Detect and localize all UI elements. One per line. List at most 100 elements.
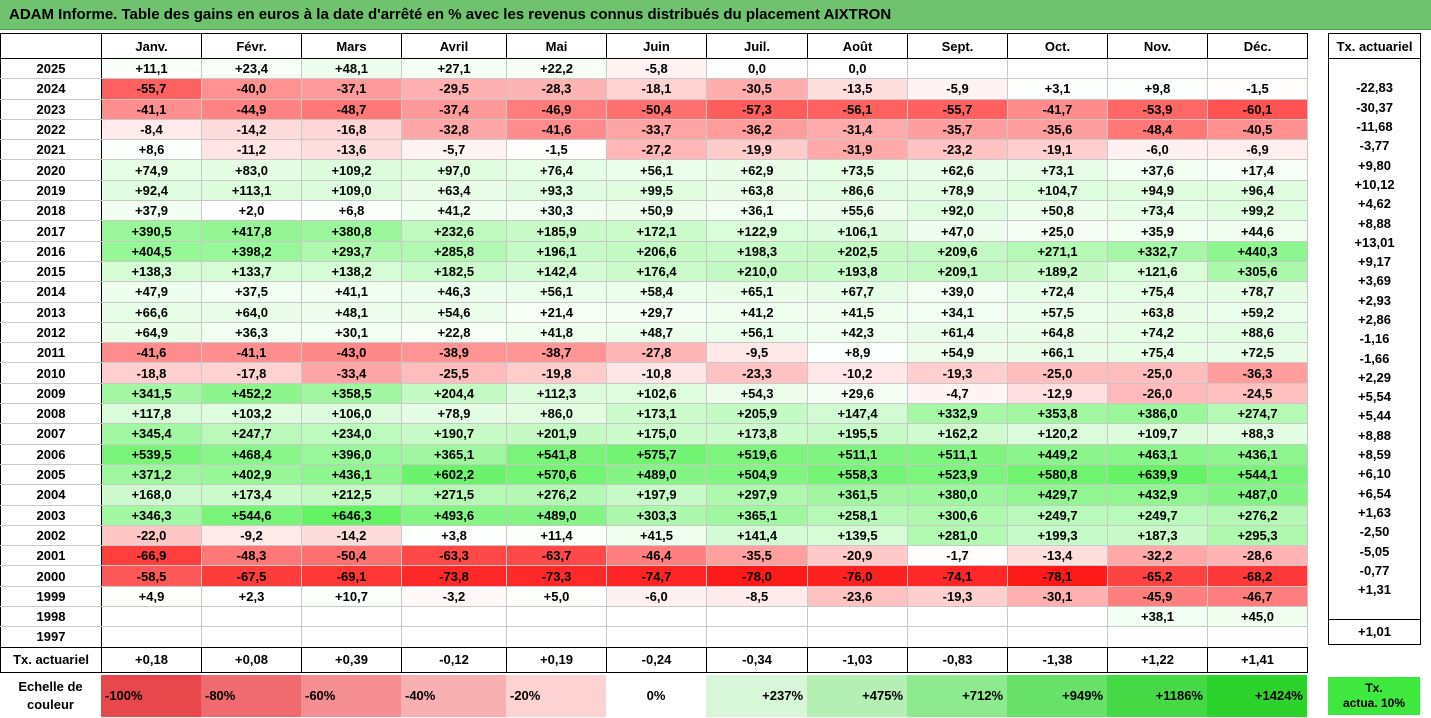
gain-cell: +173,8 <box>706 423 808 445</box>
month-header: Févr. <box>201 33 302 59</box>
gain-cell: -12,9 <box>1007 382 1108 405</box>
gain-cell: +36,1 <box>706 200 808 222</box>
monthly-actuarial-rate: +0,39 <box>301 646 402 673</box>
gain-cell: +37,9 <box>101 200 202 222</box>
gain-cell: +48,1 <box>301 57 402 80</box>
monthly-actuarial-rate: -1,38 <box>1007 646 1108 673</box>
gain-cell <box>401 626 507 648</box>
gain-cell: -18,1 <box>606 78 707 100</box>
gain-cell: -41,6 <box>101 342 202 364</box>
month-header: Août <box>807 33 908 59</box>
gain-cell: -16,8 <box>301 118 402 141</box>
gain-cell: +54,6 <box>401 301 507 323</box>
gain-cell: -33,4 <box>301 362 402 384</box>
actuarial-rate-cell: +6,10 <box>1328 464 1421 484</box>
gain-cell: +22,8 <box>401 321 507 344</box>
month-header: Juil. <box>706 33 808 59</box>
year-label: 1998 <box>0 606 102 628</box>
gain-cell: +41,2 <box>401 200 507 222</box>
gain-cell: +449,2 <box>1007 443 1108 465</box>
month-header: Oct. <box>1007 33 1108 59</box>
gain-cell: +197,9 <box>606 484 707 506</box>
gain-cell: -66,9 <box>101 545 202 567</box>
gain-cell: +59,2 <box>1207 301 1308 323</box>
gain-cell: -46,9 <box>506 98 607 120</box>
gain-cell: +109,7 <box>1107 423 1208 445</box>
year-label: 1997 <box>0 626 102 648</box>
gain-cell: +173,1 <box>606 403 707 425</box>
year-row: 2009 +341,5 +452,2 +358,5 +204,4 +112,3 +102,6… <box>0 382 1308 405</box>
gain-cell: +75,4 <box>1107 281 1208 303</box>
year-row: 2022 -8,4 -14,2 -16,8 -32,8 -41,6 -33,7 -36,2 -3… <box>0 118 1308 141</box>
color-scale-stop: +475% <box>807 675 907 717</box>
gain-cell: -6,0 <box>1107 139 1208 161</box>
gain-cell <box>1107 57 1208 80</box>
gain-cell <box>706 626 808 648</box>
gain-cell: +271,1 <box>1007 240 1108 262</box>
month-header: Janv. <box>101 33 202 59</box>
actuarial-rate-cell <box>1328 58 1421 79</box>
year-label: 2007 <box>0 423 102 445</box>
target-rate-line2: actua. 10% <box>1342 696 1406 710</box>
gain-cell: +86,0 <box>506 403 607 425</box>
gain-cell <box>1207 57 1308 80</box>
gain-cell: +523,9 <box>907 463 1008 486</box>
actuarial-rate-cell: -11,68 <box>1328 116 1421 137</box>
gain-cell: +47,9 <box>101 281 202 303</box>
gain-cell: +23,4 <box>201 57 302 80</box>
gain-cell: +303,3 <box>606 504 707 526</box>
gain-cell: +37,5 <box>201 281 302 303</box>
gain-cell: -23,3 <box>706 362 808 384</box>
gain-cell: +493,6 <box>401 504 507 526</box>
gain-cell: +3,1 <box>1007 78 1108 100</box>
gain-cell: +72,4 <box>1007 281 1108 303</box>
year-row: 2010 -18,8 -17,8 -33,4 -25,5 -19,8 -10,8 -23,3-… <box>0 362 1308 384</box>
gain-cell: -30,5 <box>706 78 808 100</box>
gain-cell: -37,1 <box>301 78 402 100</box>
gain-cell: +99,5 <box>606 179 707 202</box>
gain-cell: +639,9 <box>1107 463 1208 486</box>
gain-cell: +66,1 <box>1007 342 1108 364</box>
gain-cell: -27,8 <box>606 342 707 364</box>
monthly-actuarial-rate: +1,22 <box>1107 646 1208 673</box>
monthly-actuarial-rate: +0,18 <box>101 646 202 673</box>
gain-cell <box>606 626 707 648</box>
color-scale-label-line2: couleur <box>27 697 74 712</box>
gain-cell: -41,1 <box>101 98 202 120</box>
gain-cell: +417,8 <box>201 220 302 242</box>
gain-cell: +41,1 <box>301 281 402 303</box>
actuarial-rate-cell: +2,93 <box>1328 290 1421 310</box>
gain-cell: -53,9 <box>1107 98 1208 120</box>
gain-cell: +92,0 <box>907 200 1008 222</box>
gain-cell: +432,9 <box>1107 484 1208 506</box>
gain-cell: -56,1 <box>807 98 908 120</box>
gain-cell: +281,0 <box>907 524 1008 547</box>
gain-cell: +8,6 <box>101 139 202 161</box>
gain-cell: +9,8 <box>1107 78 1208 100</box>
year-row: 2024 -55,7 -40,0 -37,1 -29,5 -28,3 -18,1 -30,5-… <box>0 78 1308 100</box>
gain-cell: +258,1 <box>807 504 908 526</box>
month-header: Juin <box>606 33 707 59</box>
gain-cell: +56,1 <box>706 321 808 344</box>
gain-cell: +78,9 <box>907 179 1008 202</box>
gain-cell: -3,2 <box>401 585 507 608</box>
gain-cell: +2,0 <box>201 200 302 222</box>
gain-cell: -19,9 <box>706 139 808 161</box>
actuarial-rate-row-label: Tx. actuariel <box>0 646 102 673</box>
gain-cell: +189,2 <box>1007 260 1108 283</box>
gain-cell: +185,9 <box>506 220 607 242</box>
year-label: 2024 <box>0 78 102 100</box>
target-rate-line1: Tx. <box>1365 681 1383 695</box>
gain-cell: +511,1 <box>807 443 908 465</box>
gain-cell <box>301 606 402 628</box>
actuarial-rate-cell: -3,77 <box>1328 136 1421 156</box>
year-row: 2005 +371,2 +402,9 +436,1 +602,2 +570,6 +489,0… <box>0 463 1308 486</box>
gain-cell: -14,2 <box>301 524 402 547</box>
gain-cell <box>301 626 402 648</box>
gain-cell: +519,6 <box>706 443 808 465</box>
gain-cell: +353,8 <box>1007 403 1108 425</box>
gain-cell: +86,6 <box>807 179 908 202</box>
color-scale-stop: +949% <box>1007 675 1107 717</box>
actuarial-rate-cell: +1,31 <box>1328 580 1421 600</box>
gain-cell: -31,4 <box>807 118 908 141</box>
